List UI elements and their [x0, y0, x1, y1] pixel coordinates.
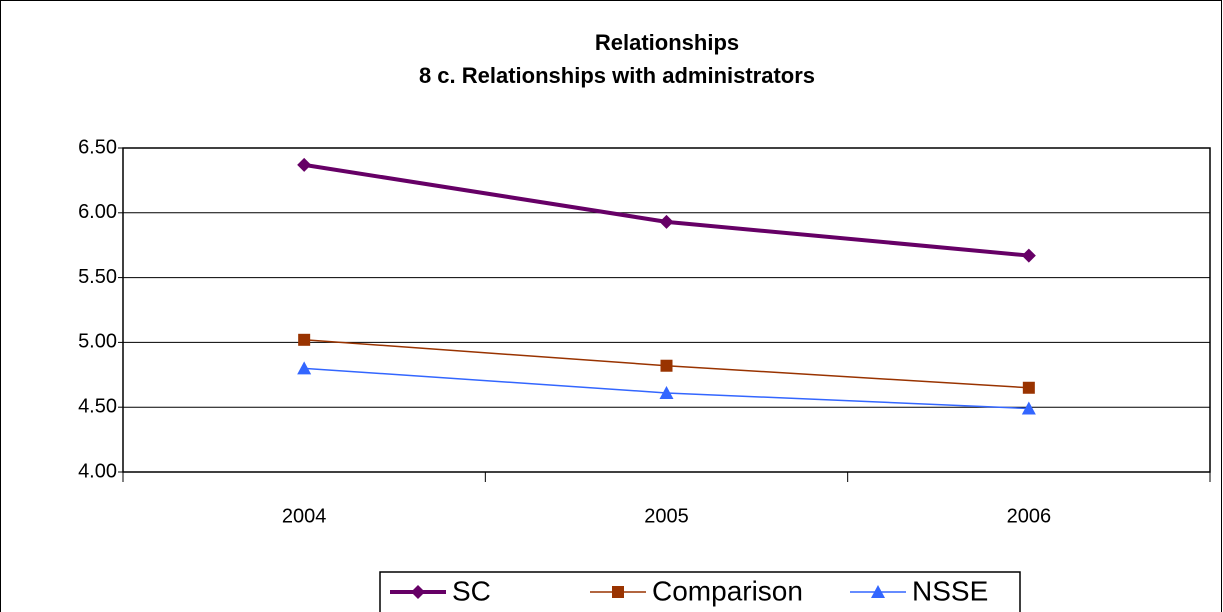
marker: [659, 214, 674, 229]
y-tick-label: 5.00: [78, 331, 117, 353]
marker: [298, 333, 311, 346]
marker: [1021, 401, 1036, 415]
y-tick-label: 6.00: [78, 201, 117, 223]
x-tick-label: 2005: [644, 505, 689, 527]
marker: [659, 385, 674, 399]
x-tick-label: 2004: [282, 505, 327, 527]
marker: [612, 586, 624, 598]
y-tick-label: 5.50: [78, 266, 117, 288]
marker: [660, 359, 673, 372]
chart-subtitle: 8 c. Relationships with administrators: [419, 63, 815, 88]
marker: [1021, 248, 1036, 263]
marker: [411, 585, 425, 599]
plot-area: [122, 147, 1211, 473]
marker: [297, 361, 312, 375]
chart-title: Relationships: [595, 30, 739, 55]
marker: [297, 157, 312, 172]
x-tick-label: 2006: [1007, 505, 1052, 527]
legend-label: SC: [452, 575, 491, 606]
y-tick-label: 4.50: [78, 395, 117, 417]
y-tick-label: 6.50: [78, 136, 117, 158]
marker: [1022, 381, 1035, 394]
marker: [871, 585, 885, 598]
legend: SC Comparison NSSE: [379, 571, 1021, 612]
legend-label: NSSE: [912, 575, 988, 606]
y-tick-label: 4.00: [78, 460, 117, 482]
legend-box: [379, 571, 1021, 612]
legend-label: Comparison: [652, 575, 803, 606]
